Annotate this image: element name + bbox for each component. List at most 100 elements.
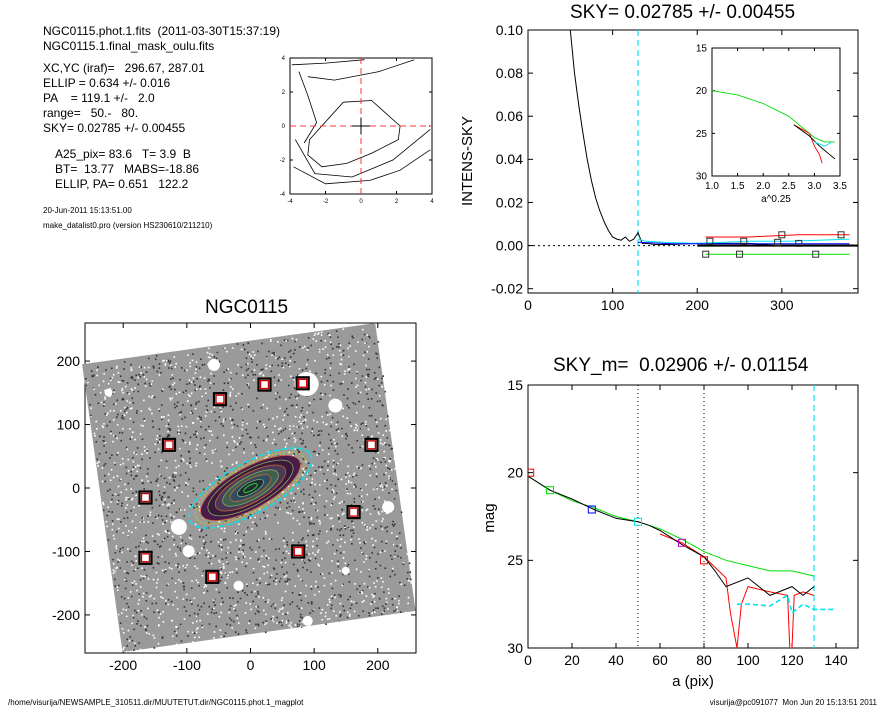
image-pixel bbox=[157, 578, 159, 581]
image-pixel bbox=[116, 503, 119, 506]
image-pixel bbox=[226, 577, 229, 579]
image-pixel bbox=[110, 367, 113, 370]
image-pixel bbox=[275, 392, 277, 395]
image-pixel bbox=[220, 635, 223, 638]
image-pixel bbox=[188, 382, 191, 385]
image-pixel bbox=[243, 451, 246, 454]
image-pixel bbox=[283, 357, 286, 359]
image-pixel bbox=[384, 460, 387, 463]
image-pixel bbox=[365, 554, 368, 557]
image-pixel bbox=[352, 336, 355, 339]
image-pixel bbox=[151, 535, 154, 537]
image-pixel bbox=[266, 583, 269, 586]
image-pixel bbox=[281, 358, 284, 361]
image-pixel bbox=[107, 539, 110, 541]
image-pixel bbox=[228, 611, 231, 614]
image-pixel bbox=[253, 590, 256, 593]
image-pixel bbox=[368, 556, 371, 559]
image-pixel bbox=[161, 569, 164, 572]
image-pixel bbox=[305, 553, 308, 556]
image-pixel bbox=[345, 432, 348, 435]
image-pixel bbox=[379, 442, 382, 445]
image-pixel bbox=[330, 425, 333, 428]
image-pixel bbox=[283, 498, 286, 500]
image-pixel bbox=[282, 366, 285, 369]
image-pixel bbox=[368, 614, 371, 617]
image-pixel bbox=[300, 422, 303, 425]
mag-series-line bbox=[737, 594, 836, 615]
image-pixel bbox=[100, 401, 103, 404]
image-pixel bbox=[361, 464, 364, 467]
image-pixel bbox=[336, 539, 339, 541]
image-pixel bbox=[376, 400, 379, 403]
image-pixel bbox=[302, 566, 304, 569]
image-pixel bbox=[371, 612, 374, 615]
image-pixel bbox=[95, 420, 98, 423]
image-pixel bbox=[295, 406, 298, 409]
image-pixel bbox=[140, 549, 142, 551]
image-pixel bbox=[381, 443, 384, 446]
image-pixel bbox=[288, 365, 291, 368]
image-pixel bbox=[245, 602, 248, 604]
image-pixel bbox=[301, 616, 304, 619]
inset-xtick-label: 3.0 bbox=[807, 181, 821, 192]
mag-ytick-label: 25 bbox=[507, 552, 523, 568]
image-pixel bbox=[261, 342, 263, 345]
image-pixel bbox=[183, 508, 186, 511]
image-pixel bbox=[375, 421, 378, 424]
image-pixel bbox=[207, 425, 210, 428]
image-pixel bbox=[142, 373, 145, 376]
image-pixel bbox=[331, 416, 334, 419]
image-pixel bbox=[377, 340, 380, 343]
image-pixel bbox=[299, 616, 302, 618]
image-pixel bbox=[193, 506, 196, 509]
image-pixel bbox=[387, 588, 390, 591]
image-pixel bbox=[137, 383, 140, 386]
image-pixel bbox=[136, 567, 139, 570]
image-pixel bbox=[175, 631, 178, 634]
masked-hole bbox=[233, 580, 244, 591]
image-pixel bbox=[139, 586, 142, 588]
image-pixel bbox=[263, 425, 266, 428]
image-pixel bbox=[254, 443, 256, 446]
image-pixel bbox=[206, 351, 209, 354]
isophote-outer bbox=[188, 447, 313, 529]
image-pixel bbox=[212, 554, 214, 557]
image-pixel bbox=[154, 451, 157, 454]
image-pixel bbox=[331, 491, 334, 493]
image-pixel bbox=[199, 388, 202, 390]
image-pixel bbox=[246, 422, 248, 425]
inset-series-line bbox=[814, 141, 833, 147]
image-pixel bbox=[311, 478, 314, 480]
image-pixel bbox=[378, 394, 381, 397]
sky-xtick-label: 200 bbox=[686, 297, 710, 313]
image-pixel bbox=[257, 558, 260, 560]
image-pixel bbox=[280, 378, 283, 381]
image-pixel bbox=[282, 552, 285, 554]
image-pixel bbox=[390, 448, 393, 450]
image-pixel bbox=[173, 356, 176, 358]
image-pixel bbox=[95, 428, 98, 430]
image-pixel bbox=[296, 625, 299, 628]
image-pixel bbox=[111, 523, 114, 526]
image-pixel bbox=[313, 398, 315, 401]
image-pixel bbox=[333, 594, 336, 596]
image-pixel bbox=[244, 591, 246, 594]
image-pixel bbox=[253, 379, 255, 382]
image-pixel bbox=[102, 440, 105, 442]
image-pixel bbox=[196, 432, 199, 435]
image-pixel bbox=[258, 420, 261, 423]
image-pixel bbox=[180, 454, 183, 457]
image-pixel bbox=[148, 407, 151, 410]
image-pixel bbox=[195, 462, 198, 465]
image-pixel bbox=[115, 567, 117, 570]
image-pixel bbox=[337, 430, 340, 433]
image-pixel bbox=[269, 576, 272, 579]
image-pixel bbox=[224, 418, 227, 421]
image-pixel bbox=[379, 564, 382, 567]
image-pixel bbox=[158, 490, 161, 493]
image-pixel bbox=[205, 411, 208, 414]
image-pixel bbox=[213, 612, 216, 615]
image-pixel bbox=[237, 392, 240, 395]
image-pixel bbox=[119, 567, 122, 570]
